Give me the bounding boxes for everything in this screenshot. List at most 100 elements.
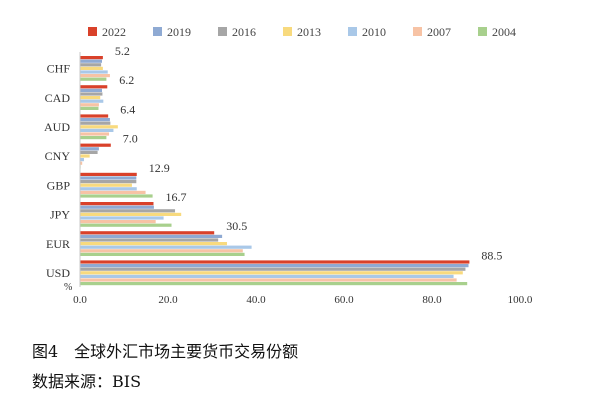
legend-swatch (218, 27, 227, 36)
x-tick-label: 0.0 (73, 294, 87, 306)
bar-aud-2022 (80, 114, 109, 118)
legend-swatch (413, 27, 422, 36)
data-label-cad: 6.2 (119, 73, 134, 87)
legend-label: 2004 (492, 25, 516, 39)
bar-chf-2019 (80, 59, 102, 63)
bar-eur-2016 (80, 238, 219, 242)
bar-jpy-2004 (80, 223, 172, 227)
legend-label: 2019 (167, 25, 191, 39)
bar-cad-2019 (80, 88, 102, 92)
legend-item-2016: 2016 (218, 25, 256, 39)
bar-group-cad (80, 85, 108, 110)
bar-usd-2013 (80, 271, 463, 275)
bar-eur-2007 (80, 249, 243, 253)
bar-aud-2007 (80, 132, 110, 136)
data-label-eur: 30.5 (226, 219, 247, 233)
bar-jpy-2016 (80, 209, 176, 213)
bar-chf-2022 (80, 56, 103, 60)
bar-chf-2010 (80, 70, 108, 74)
bar-eur-2019 (80, 234, 223, 238)
bar-aud-2019 (80, 118, 110, 122)
legend-item-2007: 2007 (413, 25, 451, 39)
data-labels: 5.2 6.2 6.4 7.0 12.9 16.7 30.5 88.5 (115, 44, 502, 262)
fx-share-chart: 2022 2019 2016 2013 2010 2007 2004 CHF CAD AUD CN… (44, 25, 533, 306)
x-tick-label: 40.0 (246, 294, 266, 306)
legend-swatch (348, 27, 357, 36)
category-label-eur: EUR (46, 237, 70, 251)
bar-chf-2016 (80, 63, 102, 67)
bar-aud-2010 (80, 128, 114, 132)
x-tick-label: 100.0 (508, 294, 533, 306)
legend-item-2019: 2019 (153, 25, 191, 39)
bar-cny-2022 (80, 143, 111, 147)
bar-jpy-2013 (80, 212, 182, 216)
bar-usd-2022 (80, 260, 470, 264)
bar-gbp-2013 (80, 183, 132, 187)
bar-group-usd (80, 260, 470, 286)
bar-gbp-2019 (80, 176, 137, 180)
bar-cad-2007 (80, 103, 99, 107)
bar-usd-2016 (80, 267, 466, 271)
bar-group-jpy (80, 202, 182, 227)
bar-cad-2016 (80, 92, 103, 96)
bar-aud-2004 (80, 136, 107, 140)
bar-group-gbp (80, 172, 153, 198)
legend-label: 2016 (232, 25, 256, 39)
legend-item-2004: 2004 (478, 25, 516, 39)
bar-cny-2007 (80, 161, 83, 165)
x-axis-ticks: 0.0 20.0 40.0 60.0 80.0 100.0 (73, 294, 533, 306)
bar-cad-2022 (80, 85, 108, 89)
x-tick-label: 80.0 (422, 294, 442, 306)
bar-gbp-2007 (80, 190, 146, 194)
bar-eur-2004 (80, 252, 245, 256)
bar-eur-2022 (80, 231, 215, 235)
unit-label: % (64, 282, 72, 293)
bar-group-aud (80, 114, 118, 140)
legend-label: 2010 (362, 25, 386, 39)
category-label-gbp: GBP (47, 178, 71, 192)
category-label-chf: CHF (47, 62, 71, 76)
bar-gbp-2010 (80, 187, 137, 191)
bar-usd-2019 (80, 264, 469, 268)
legend-swatch (88, 27, 97, 36)
data-source: 数据来源：BIS (32, 372, 142, 391)
category-label-usd: USD (46, 266, 70, 280)
bar-cny-2010 (80, 158, 84, 162)
bar-group-cny (80, 143, 111, 169)
bar-gbp-2016 (80, 180, 137, 184)
bar-chf-2004 (80, 77, 107, 81)
bar-cad-2004 (80, 106, 99, 110)
bar-jpy-2010 (80, 216, 164, 220)
category-label-cad: CAD (45, 91, 71, 105)
bar-gbp-2004 (80, 194, 153, 198)
category-labels: CHF CAD AUD CNY GBP JPY EUR USD (44, 62, 70, 280)
bar-usd-2007 (80, 278, 457, 282)
bar-cad-2013 (80, 96, 101, 100)
bar-eur-2013 (80, 242, 227, 246)
bar-jpy-2019 (80, 205, 154, 209)
legend-item-2022: 2022 (88, 25, 126, 39)
bar-jpy-2022 (80, 202, 154, 206)
bar-eur-2010 (80, 245, 252, 249)
bar-group-chf (80, 56, 110, 81)
bar-usd-2010 (80, 274, 454, 278)
bar-aud-2013 (80, 125, 118, 129)
figure-caption: 图4 全球外汇市场主要货币交易份额 (32, 342, 299, 361)
legend-swatch (153, 27, 162, 36)
bar-group-eur (80, 231, 252, 256)
data-label-aud: 6.4 (120, 102, 135, 116)
x-tick-label: 20.0 (158, 294, 178, 306)
legend: 2022 2019 2016 2013 2010 2007 2004 (88, 25, 516, 39)
bar-cny-2019 (80, 147, 99, 151)
bar-cad-2010 (80, 99, 104, 103)
data-label-jpy: 16.7 (166, 190, 187, 204)
category-label-cny: CNY (45, 149, 71, 163)
legend-label: 2007 (427, 25, 451, 39)
bar-jpy-2007 (80, 220, 156, 224)
legend-swatch (283, 27, 292, 36)
bar-aud-2016 (80, 121, 111, 125)
legend-label: 2022 (102, 25, 126, 39)
legend-item-2013: 2013 (283, 25, 321, 39)
bar-chf-2013 (80, 66, 103, 70)
category-label-jpy: JPY (50, 208, 70, 222)
